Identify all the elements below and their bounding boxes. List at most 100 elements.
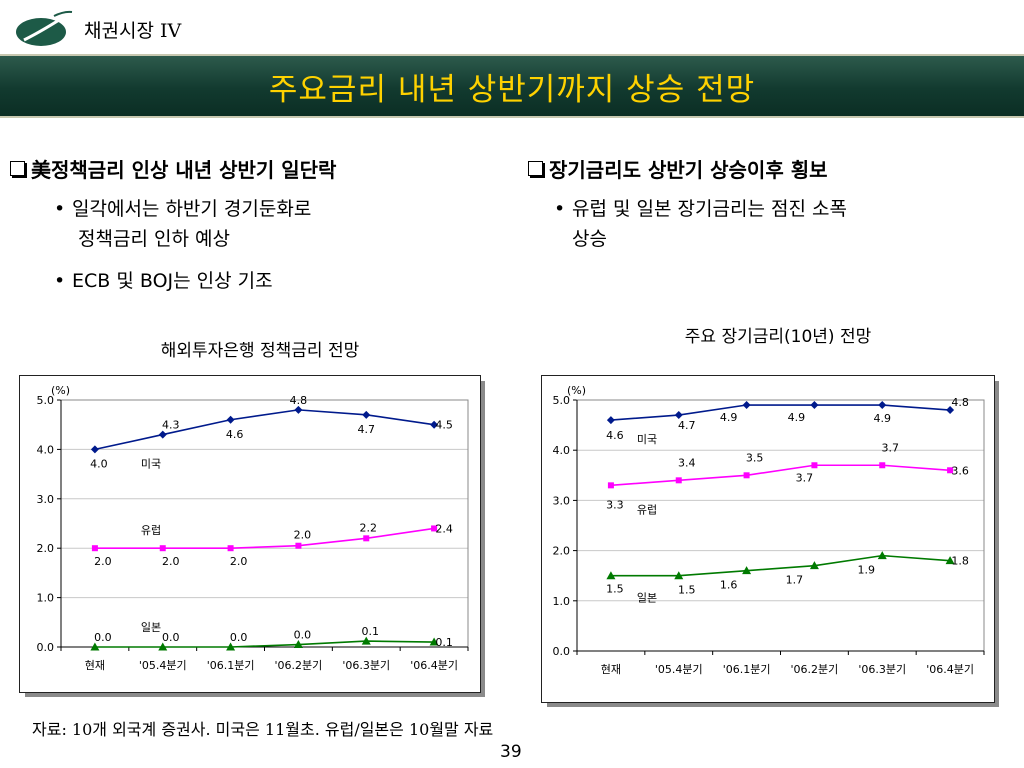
chart-1-point-marker — [293, 640, 303, 649]
left-bullet-1-cont-text: 정책금리 인하 예상 — [78, 228, 230, 250]
company-logo — [16, 10, 73, 46]
chart-2-frame: 0.0 1.0 2.0 3.0 4.0 5.0 (%) 현재 '05.4분기 '06.1분기 '06… — [541, 375, 995, 703]
chart-1-data-label: 0.1 — [435, 636, 453, 649]
chart-1-point-marker — [226, 642, 236, 651]
chart-2-point-marker — [809, 561, 819, 570]
chart-2-data-label: 4.8 — [951, 396, 969, 409]
chart-2-series-name-label: 일본 — [637, 591, 657, 605]
chart-1-series-name-label: 일본 — [141, 620, 161, 634]
chart-2-y-tick-label: 0.0 — [553, 645, 571, 658]
chart-2-x-tick-label: '06.2분기 — [791, 663, 839, 676]
chart-2-y-tick-label: 3.0 — [553, 494, 571, 507]
chart-1-data-label: 2.0 — [94, 555, 112, 568]
chart-2-y-tick-label: 4.0 — [553, 444, 571, 457]
chart-2-point-marker — [946, 406, 955, 415]
title-banner: 주요금리 내년 상반기까지 상승 전망 — [0, 54, 1024, 118]
chart-2-point-marker — [878, 401, 887, 410]
chart-2-point-marker — [606, 571, 616, 580]
chart-2-series-name-label: 미국 — [637, 433, 657, 446]
chart-1-data-label: 0.0 — [294, 629, 312, 642]
chart-1-point-marker — [159, 545, 166, 552]
chart-1-point-marker — [430, 420, 439, 429]
chart-1-y-tick-label: 5.0 — [37, 394, 55, 407]
right-heading-text: 장기금리도 상반기 상승이후 횡보 — [549, 158, 828, 182]
chart-2-data-label: 4.7 — [678, 419, 696, 432]
chart-1-series-name-label: 유럽 — [141, 523, 161, 537]
chart-1-point-marker — [361, 636, 371, 645]
chart-2-data-label: 3.7 — [796, 471, 814, 484]
chart-1-point-marker — [158, 430, 167, 439]
right-bullet-1-text: 유럽 및 일본 장기금리는 점진 소폭 — [572, 198, 847, 220]
chart-2-data-label: 4.9 — [788, 411, 806, 424]
chart-2-data-label: 1.8 — [951, 555, 969, 568]
chart-1-series-line-2 — [94, 527, 435, 549]
chart-2-point-marker — [674, 571, 684, 580]
chart-1-data-label: 4.0 — [90, 457, 108, 470]
chart-1-point-marker — [227, 545, 234, 552]
chart-1-data-label: 4.8 — [290, 394, 308, 407]
bullet-dot: • — [54, 198, 66, 220]
right-bullet-1-cont: 상승 — [572, 226, 607, 253]
chart-1-series-name-label: 미국 — [141, 457, 161, 470]
chart-2-x-tick-label: '05.4분기 — [655, 663, 703, 676]
chart-2-unit-label: (%) — [567, 384, 586, 397]
bullet-dot: • — [554, 198, 566, 220]
chart-1-x-tick-label: '06.2분기 — [275, 659, 323, 672]
chart-2-data-label: 3.4 — [678, 456, 696, 469]
chart-1-x-tick-label: '06.1분기 — [207, 659, 255, 672]
chart-2-point-marker — [675, 477, 682, 484]
chart-1-x-tick-label: '05.4분기 — [139, 659, 187, 672]
chart-1-point-marker — [90, 642, 100, 651]
chart-1-data-label: 2.0 — [294, 529, 312, 542]
chart-2-y-tick-label: 1.0 — [553, 595, 571, 608]
chart-1-point-marker — [295, 542, 302, 549]
chart-1-data-label: 4.5 — [435, 419, 453, 432]
chart-2-data-label: 1.7 — [786, 574, 804, 587]
chart-1-x-tick-label: '06.3분기 — [342, 659, 390, 672]
chart-2-data-label: 4.6 — [606, 429, 624, 442]
chart-2-point-marker — [607, 482, 614, 489]
chart-2-series-name-label: 유럽 — [637, 502, 657, 516]
left-bullet-2-text: ECB 및 BOJ는 인상 기조 — [72, 270, 273, 292]
chart-1-data-label: 2.0 — [230, 555, 248, 568]
chart-1-data-label: 4.7 — [358, 423, 376, 436]
chart-2-data-label: 1.9 — [858, 564, 876, 577]
chart-2-point-marker — [606, 416, 615, 425]
chart-1-data-label: 2.4 — [435, 522, 453, 535]
chart-1-plot-area — [60, 399, 469, 648]
chart-1-data-label: 2.0 — [162, 555, 180, 568]
chart-1-point-marker — [431, 525, 438, 532]
chart-1-series-line-1 — [94, 409, 435, 451]
left-heading: 美정책금리 인상 내년 상반기 일단락 — [10, 154, 336, 183]
chart-1-unit-label: (%) — [51, 384, 70, 397]
chart-2-point-marker — [743, 472, 750, 479]
chart-2-data-label: 1.5 — [606, 583, 624, 596]
chart-1-point-marker — [158, 642, 168, 651]
chart-1-y-tick-label: 4.0 — [37, 443, 55, 456]
bullet-dot: • — [54, 270, 66, 292]
chart-2-point-marker — [811, 462, 818, 469]
chart-1-point-marker — [90, 445, 99, 454]
chart-2-point-marker — [674, 411, 683, 420]
chart-1-point-marker — [362, 410, 371, 419]
chart-1-point-marker — [91, 545, 98, 552]
chart-1-point-marker — [294, 405, 303, 414]
chart-2-point-marker — [945, 556, 955, 565]
left-bullet-1-cont: 정책금리 인하 예상 — [78, 226, 230, 253]
chart-1-y-tick-label: 3.0 — [37, 493, 55, 506]
chart-2-data-label: 1.5 — [678, 584, 696, 597]
checkbox-bullet-icon — [528, 161, 543, 176]
chart-1-x-tick-label: 현재 — [85, 659, 105, 672]
right-bullet-1: • 유럽 및 일본 장기금리는 점진 소폭 — [554, 196, 847, 223]
chart-2-point-marker — [742, 401, 751, 410]
chart-2-series-line-3 — [610, 554, 951, 577]
left-bullet-1: • 일각에서는 하반기 경기둔화로 — [54, 196, 311, 223]
chart-1-point-marker — [429, 637, 439, 646]
chart-1-data-label: 0.1 — [362, 625, 380, 638]
chart-2-series-line-2 — [610, 464, 951, 487]
chart-2-series-line-1 — [610, 404, 951, 421]
chart-2-x-tick-label: '06.4분기 — [926, 663, 974, 676]
chart-2-x-tick-label: '06.3분기 — [858, 663, 906, 676]
chart-2-point-marker — [810, 401, 819, 410]
chart-1-data-label: 4.3 — [162, 419, 180, 432]
